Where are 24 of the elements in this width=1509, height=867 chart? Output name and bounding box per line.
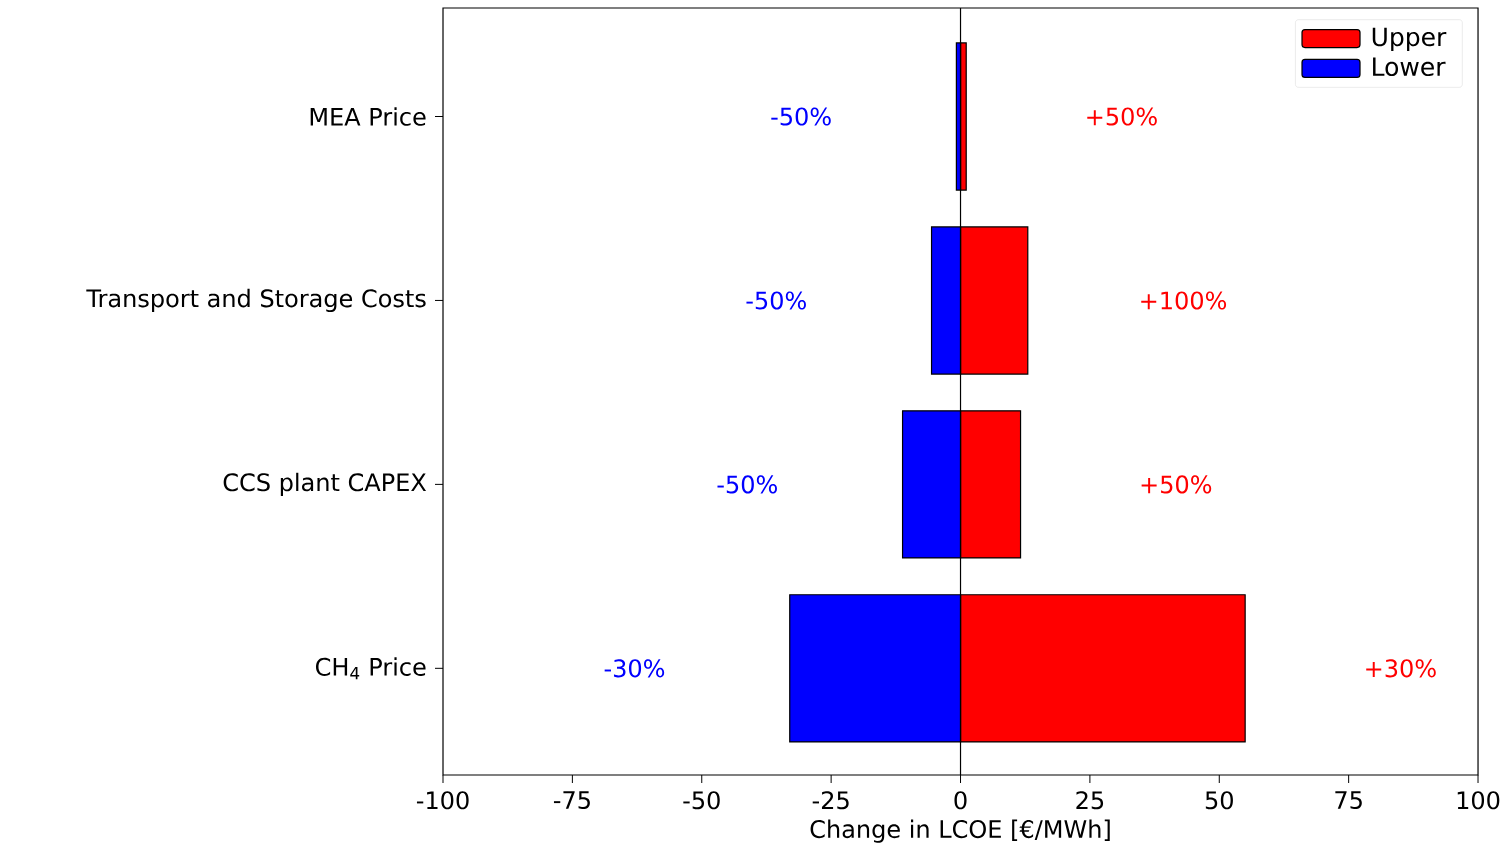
x-tick-label: -50 (683, 791, 720, 810)
annotation: -50% (717, 475, 777, 494)
x-tick-label: 50 (1205, 791, 1233, 810)
y-tick-label: Transport and Storage Costs (86, 288, 426, 313)
y-tick-label: CCS plant CAPEX (223, 472, 427, 497)
y-tick-label: CH$_{4}$ Price (315, 657, 426, 680)
x-tick-label: 75 (1335, 791, 1362, 810)
x-tick-label: 0 (954, 791, 967, 810)
annotation: -30% (604, 659, 665, 678)
x-tick-label: -100 (416, 791, 469, 810)
x-tick-label: -75 (553, 791, 590, 810)
annotation: -50% (746, 291, 806, 310)
annotation: +100% (1141, 291, 1227, 310)
x-axis-title: Change in LCOE [€/MWh] (810, 819, 1110, 843)
y-tick-label: MEA Price (310, 107, 426, 126)
legend-label: Lower (1373, 57, 1446, 77)
annotation: -50% (771, 107, 831, 126)
annotation: +50% (1087, 107, 1157, 126)
legend-label: Upper (1372, 27, 1447, 52)
x-tick-label: 25 (1076, 791, 1104, 810)
x-tick-label: 100 (1457, 791, 1500, 810)
annotation: +30% (1366, 659, 1436, 678)
annotation: +50% (1141, 475, 1212, 494)
x-tick-label: -25 (812, 791, 849, 810)
